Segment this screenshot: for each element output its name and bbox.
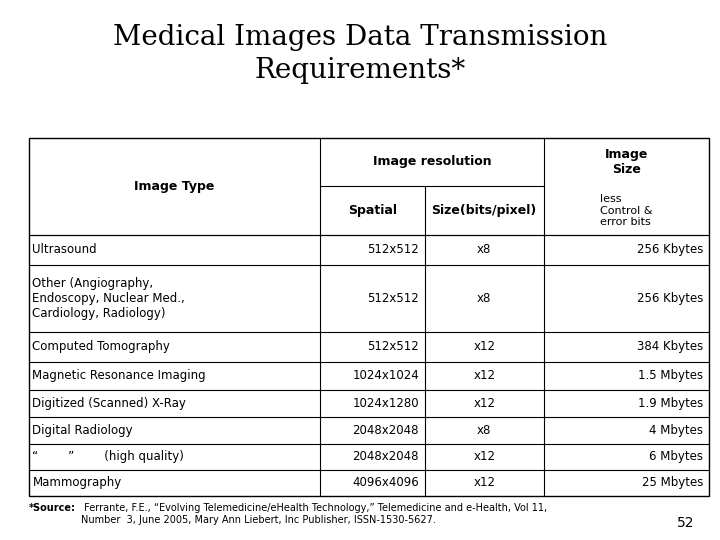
Bar <box>29 138 709 496</box>
Text: Digitized (Scanned) X-Ray: Digitized (Scanned) X-Ray <box>32 397 186 410</box>
Text: less
Control &
error bits: less Control & error bits <box>600 194 652 227</box>
Text: Ultrasound: Ultrasound <box>32 243 97 256</box>
Text: 256 Kbytes: 256 Kbytes <box>637 243 703 256</box>
Text: Mammography: Mammography <box>32 476 122 489</box>
Text: Magnetic Resonance Imaging: Magnetic Resonance Imaging <box>32 369 206 382</box>
Text: 52: 52 <box>678 516 695 530</box>
Text: Spatial: Spatial <box>348 204 397 217</box>
Text: 2048x2048: 2048x2048 <box>353 450 419 463</box>
Text: x12: x12 <box>473 450 495 463</box>
Text: 384 Kbytes: 384 Kbytes <box>637 340 703 354</box>
Text: 2048x2048: 2048x2048 <box>353 424 419 437</box>
Text: Ferrante, F.E., “Evolving Telemedicine/eHealth Technology,” Telemedicine and e-H: Ferrante, F.E., “Evolving Telemedicine/e… <box>81 503 547 525</box>
Text: x8: x8 <box>477 424 491 437</box>
Text: Size(bits/pixel): Size(bits/pixel) <box>431 204 537 217</box>
Text: 1.9 Mbytes: 1.9 Mbytes <box>638 397 703 410</box>
Text: 6 Mbytes: 6 Mbytes <box>649 450 703 463</box>
Text: 512x512: 512x512 <box>367 243 419 256</box>
Text: *Source:: *Source: <box>29 503 76 514</box>
Text: Medical Images Data Transmission: Medical Images Data Transmission <box>113 24 607 51</box>
Text: 512x512: 512x512 <box>367 292 419 305</box>
Text: 512x512: 512x512 <box>367 340 419 354</box>
Text: x12: x12 <box>473 476 495 489</box>
Text: “        ”        (high quality): “ ” (high quality) <box>32 450 184 463</box>
Text: 1.5 Mbytes: 1.5 Mbytes <box>639 369 703 382</box>
Text: 256 Kbytes: 256 Kbytes <box>637 292 703 305</box>
Text: Computed Tomography: Computed Tomography <box>32 340 170 354</box>
Text: Other (Angiography,
Endoscopy, Nuclear Med.,
Cardiology, Radiology): Other (Angiography, Endoscopy, Nuclear M… <box>32 277 185 320</box>
Text: Requirements*: Requirements* <box>254 57 466 84</box>
Text: x12: x12 <box>473 369 495 382</box>
Text: x12: x12 <box>473 340 495 354</box>
Text: 4 Mbytes: 4 Mbytes <box>649 424 703 437</box>
Text: x8: x8 <box>477 292 491 305</box>
Text: 1024x1280: 1024x1280 <box>352 397 419 410</box>
Text: Image Type: Image Type <box>135 180 215 193</box>
Text: Image resolution: Image resolution <box>373 156 491 168</box>
Text: 25 Mbytes: 25 Mbytes <box>642 476 703 489</box>
Text: 1024x1024: 1024x1024 <box>352 369 419 382</box>
Text: x12: x12 <box>473 397 495 410</box>
Text: 4096x4096: 4096x4096 <box>352 476 419 489</box>
Text: Image
Size: Image Size <box>605 148 648 176</box>
Text: Digital Radiology: Digital Radiology <box>32 424 133 437</box>
Text: x8: x8 <box>477 243 491 256</box>
